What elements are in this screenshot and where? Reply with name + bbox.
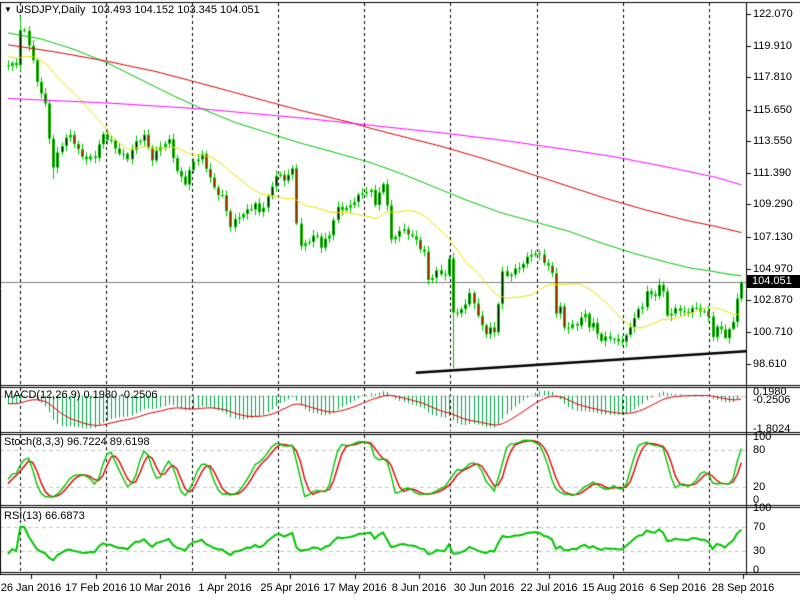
stoch-axis-label: 100 (753, 431, 772, 443)
date-label: 26 Jan 2016 (0, 582, 62, 594)
price-axis-label: 107.130 (753, 231, 793, 243)
price-axis-label: 115.650 (753, 104, 792, 116)
price-axis-label: 109.290 (753, 198, 793, 210)
date-label: 8 Jun 2016 (391, 582, 447, 594)
stoch-current-values: 96.7224 89.6198 (66, 436, 150, 448)
stoch-axis-label: 20 (753, 481, 766, 493)
price-axis-label: 100.710 (753, 326, 793, 338)
price-axis-label: 119.910 (753, 40, 792, 52)
stoch-axis-label: 0 (753, 494, 760, 506)
price-axis-label: 122.070 (753, 8, 793, 20)
ohlc-low: 103.345 (177, 4, 217, 16)
date-label: 25 Apr 2016 (260, 582, 320, 594)
rsi-axis-label: 70 (753, 521, 766, 533)
ohlc-high: 104.152 (134, 4, 175, 16)
date-label: 17 Feb 2016 (65, 582, 127, 594)
price-axis-label: 102.870 (753, 294, 793, 306)
rsi-axis-label: 30 (753, 545, 766, 557)
chart-title: ▼ USDJPY,Daily 103.493 104.152 103.345 10… (4, 4, 260, 16)
symbol-label: USDJPY,Daily (15, 4, 86, 16)
date-label: 1 Apr 2016 (198, 582, 252, 594)
macd-axis-current-main: 0.1980 (753, 386, 787, 398)
date-label: 6 Sep 2016 (649, 582, 707, 594)
date-label: 17 May 2016 (323, 582, 387, 594)
stoch-axis-label: 80 (753, 444, 766, 456)
current-price-tag: 104.051 (747, 275, 800, 288)
rsi-axis-label: 0 (753, 564, 760, 576)
rsi-pane-title: RSI(13) 66.6873 (4, 510, 85, 522)
rsi-current-values: 66.6873 (44, 510, 85, 522)
date-label: 15 Aug 2016 (582, 582, 644, 594)
date-label: 22 Jul 2016 (520, 582, 578, 594)
stoch-title-label: Stoch(8,3,3) (4, 436, 64, 448)
stoch-pane-title: Stoch(8,3,3) 96.7224 89.6198 (4, 436, 150, 448)
rsi-title-label: RSI(13) (4, 510, 42, 522)
rsi-axis-label: 100 (753, 502, 772, 514)
price-axis-label: 98.610 (753, 358, 787, 370)
macd-title-label: MACD(12,26,9) (4, 389, 81, 401)
date-label: 10 Mar 2016 (129, 582, 191, 594)
macd-axis-min: -1.8024 (753, 423, 791, 435)
macd-current-values: 0.1980 -0.2506 (83, 389, 158, 401)
date-label: 28 Sep 2016 (711, 582, 775, 594)
symbol-dropdown-icon[interactable]: ▼ (4, 5, 12, 14)
ohlc-open: 103.493 (91, 4, 132, 16)
price-axis-label: 113.550 (753, 135, 792, 147)
price-axis-label: 111.390 (753, 167, 792, 179)
date-label: 30 Jun 2016 (453, 582, 515, 594)
price-axis-label: 104.970 (753, 263, 793, 275)
price-axis-label: 117.810 (753, 71, 792, 83)
macd-pane-title: MACD(12,26,9) 0.1980 -0.2506 (4, 389, 158, 401)
ohlc-close: 104.051 (220, 4, 260, 16)
macd-axis-current-signal: -0.2506 (753, 394, 791, 406)
